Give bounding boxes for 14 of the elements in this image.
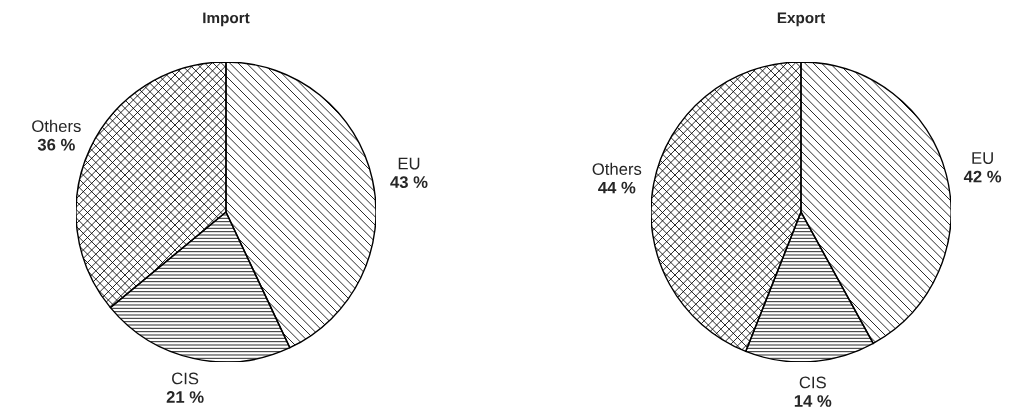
data-label: 21 % [166, 391, 204, 403]
slice-label: Others [32, 119, 81, 133]
data-label: 42 % [963, 170, 1002, 183]
data-label: 14 % [794, 395, 832, 407]
slice-label: EU [972, 152, 993, 164]
data-label: 36 % [37, 138, 75, 151]
slice-label: EU [398, 157, 420, 170]
slice-label: CIS [172, 372, 199, 385]
data-label: 43 % [390, 176, 428, 188]
chart-title: Import [203, 12, 250, 27]
slice-label: CIS [799, 376, 826, 389]
slice-label: Others [592, 162, 642, 175]
chart-title: Export [777, 12, 826, 27]
data-label: 44 % [598, 181, 636, 194]
